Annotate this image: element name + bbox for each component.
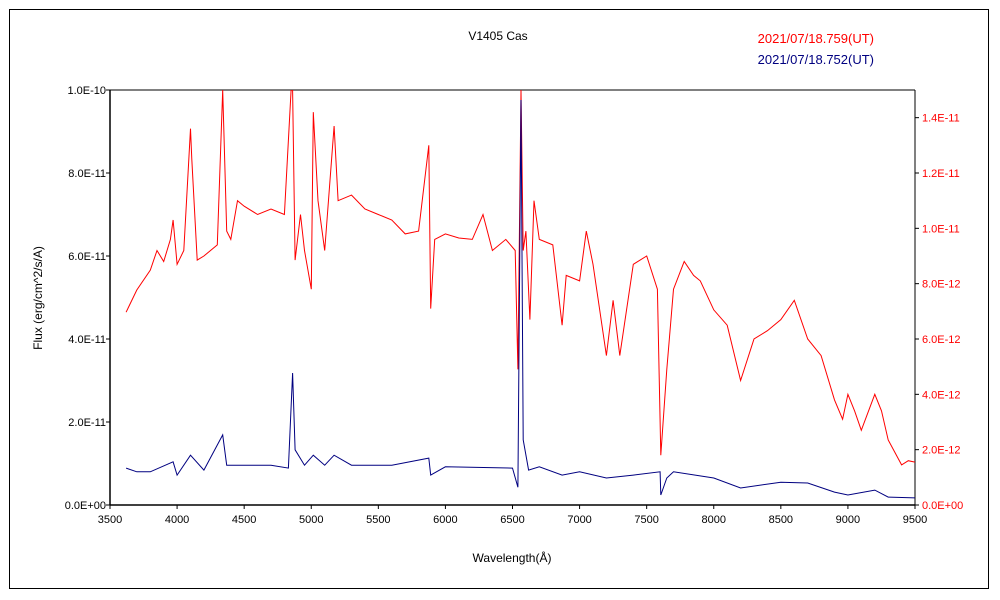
x-tick-label: 5500	[366, 514, 390, 526]
y2-tick-label: 2.0E-12	[922, 445, 961, 457]
legend-entry-blue: 2021/07/18.752(UT)	[758, 52, 874, 67]
chart-title: V1405 Cas	[468, 29, 527, 43]
x-tick-label: 9000	[836, 514, 860, 526]
y-tick-label: 1.0E-10	[67, 85, 106, 97]
x-tick-label: 5000	[299, 514, 323, 526]
series-line-blue	[125, 99, 915, 499]
x-tick-label: 3500	[98, 514, 122, 526]
chart-frame	[9, 9, 989, 589]
y2-tick-label: 1.4E-11	[922, 113, 960, 125]
x-tick-label: 8500	[769, 514, 793, 526]
y-axis-label: Flux (erg/cm^2/s/A)	[31, 246, 45, 350]
x-axis-label: Wavelength(Å)	[473, 550, 552, 565]
x-tick-label: 4500	[232, 514, 256, 526]
y2-tick-label: 6.0E-12	[922, 334, 961, 346]
y2-tick-label: 8.0E-12	[922, 279, 961, 291]
x-tick-label: 4000	[165, 514, 189, 526]
y2-tick-label: 1.0E-11	[922, 223, 960, 235]
y2-tick-label: 4.0E-12	[922, 389, 961, 401]
y-tick-label: 6.0E-11	[68, 251, 106, 263]
x-tick-label: 7500	[634, 514, 658, 526]
x-tick-label: 6500	[500, 514, 524, 526]
x-tick-label: 7000	[567, 514, 591, 526]
y-tick-label: 0.0E+00	[65, 500, 106, 512]
series-line-red	[125, 90, 915, 466]
legend-entry-red: 2021/07/18.759(UT)	[758, 31, 874, 46]
x-tick-label: 6000	[433, 514, 457, 526]
x-tick-label: 9500	[903, 514, 927, 526]
y-tick-label: 4.0E-11	[68, 334, 106, 346]
y2-tick-label: 1.2E-11	[922, 168, 960, 180]
y-tick-label: 8.0E-11	[68, 168, 106, 180]
x-tick-label: 8000	[702, 514, 726, 526]
y-tick-label: 2.0E-11	[68, 417, 106, 429]
y2-tick-label: 0.0E+00	[922, 500, 963, 512]
